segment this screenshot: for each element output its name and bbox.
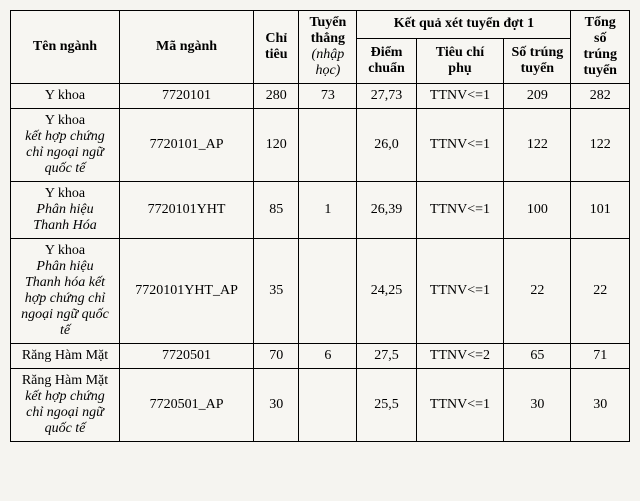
cell-code: 7720501_AP <box>120 369 254 442</box>
table-header: Tên ngành Mã ngành Chỉ tiêu Tuyển thẳng … <box>11 11 630 84</box>
hdr-criteria: Tiêu chí phụ <box>416 38 504 83</box>
name-sub: Phân hiệu Thanh hóa kết hợp chứng chỉ ng… <box>17 259 113 339</box>
cell-name: Y khoakết hợp chứng chỉ ngoại ngữ quốc t… <box>11 109 120 182</box>
table-row: Y khoaPhân hiệu Thanh hóa kết hợp chứng … <box>11 239 630 344</box>
name-main: Y khoa <box>17 113 113 129</box>
hdr-direct-sub: (nhập học) <box>305 47 350 79</box>
cell-criteria: TTNV<=1 <box>416 369 504 442</box>
cell-score: 27,73 <box>357 84 416 109</box>
cell-quota: 85 <box>254 182 299 239</box>
table-row: Răng Hàm Mặtkết hợp chứng chỉ ngoại ngữ … <box>11 369 630 442</box>
cell-quota: 30 <box>254 369 299 442</box>
cell-criteria: TTNV<=1 <box>416 182 504 239</box>
table-row: Y khoa 77201012807327,73TTNV<=1209282 <box>11 84 630 109</box>
cell-score: 26,39 <box>357 182 416 239</box>
cell-total: 30 <box>571 369 630 442</box>
cell-pass: 22 <box>504 239 571 344</box>
cell-criteria: TTNV<=1 <box>416 109 504 182</box>
cell-score: 26,0 <box>357 109 416 182</box>
cell-criteria: TTNV<=1 <box>416 239 504 344</box>
cell-direct <box>299 369 357 442</box>
cell-name: Răng Hàm Mặtkết hợp chứng chỉ ngoại ngữ … <box>11 369 120 442</box>
cell-pass: 30 <box>504 369 571 442</box>
cell-score: 27,5 <box>357 344 416 369</box>
cell-code: 7720101_AP <box>120 109 254 182</box>
cell-code: 7720101 <box>120 84 254 109</box>
name-sub: kết hợp chứng chỉ ngoại ngữ quốc tế <box>17 129 113 177</box>
hdr-direct-main: Tuyển thẳng <box>309 15 346 46</box>
cell-score: 24,25 <box>357 239 416 344</box>
cell-name: Răng Hàm Mặt <box>11 344 120 369</box>
name-main: Y khoa <box>17 88 113 104</box>
cell-pass: 122 <box>504 109 571 182</box>
name-sub: Phân hiệu Thanh Hóa <box>17 202 113 234</box>
cell-total: 122 <box>571 109 630 182</box>
admission-table: Tên ngành Mã ngành Chỉ tiêu Tuyển thẳng … <box>10 10 630 442</box>
cell-direct: 6 <box>299 344 357 369</box>
cell-direct <box>299 109 357 182</box>
name-main: Y khoa <box>17 243 113 259</box>
cell-direct <box>299 239 357 344</box>
name-main: Răng Hàm Mặt <box>17 373 113 389</box>
name-sub: kết hợp chứng chỉ ngoại ngữ quốc tế <box>17 389 113 437</box>
cell-direct: 1 <box>299 182 357 239</box>
cell-name: Y khoaPhân hiệu Thanh Hóa <box>11 182 120 239</box>
cell-score: 25,5 <box>357 369 416 442</box>
hdr-pass: Số trúng tuyển <box>504 38 571 83</box>
hdr-round1: Kết quả xét tuyển đợt 1 <box>357 11 571 39</box>
name-main: Răng Hàm Mặt <box>17 348 113 364</box>
cell-total: 101 <box>571 182 630 239</box>
cell-quota: 280 <box>254 84 299 109</box>
cell-code: 7720101YHT_AP <box>120 239 254 344</box>
hdr-quota: Chỉ tiêu <box>254 11 299 84</box>
cell-code: 7720101YHT <box>120 182 254 239</box>
cell-total: 282 <box>571 84 630 109</box>
cell-direct: 73 <box>299 84 357 109</box>
cell-total: 71 <box>571 344 630 369</box>
cell-quota: 120 <box>254 109 299 182</box>
cell-name: Y khoa <box>11 84 120 109</box>
cell-code: 7720501 <box>120 344 254 369</box>
table-row: Y khoaPhân hiệu Thanh Hóa7720101YHT85126… <box>11 182 630 239</box>
cell-quota: 70 <box>254 344 299 369</box>
table-row: Y khoakết hợp chứng chỉ ngoại ngữ quốc t… <box>11 109 630 182</box>
cell-pass: 100 <box>504 182 571 239</box>
cell-pass: 209 <box>504 84 571 109</box>
hdr-code: Mã ngành <box>120 11 254 84</box>
hdr-name: Tên ngành <box>11 11 120 84</box>
hdr-score: Điểm chuẩn <box>357 38 416 83</box>
cell-criteria: TTNV<=1 <box>416 84 504 109</box>
cell-quota: 35 <box>254 239 299 344</box>
name-main: Y khoa <box>17 186 113 202</box>
cell-total: 22 <box>571 239 630 344</box>
cell-name: Y khoaPhân hiệu Thanh hóa kết hợp chứng … <box>11 239 120 344</box>
cell-criteria: TTNV<=2 <box>416 344 504 369</box>
hdr-total: Tổng số trúng tuyển <box>571 11 630 84</box>
table-row: Răng Hàm Mặt 772050170627,5TTNV<=26571 <box>11 344 630 369</box>
table-body: Y khoa77201012807327,73TTNV<=1209282Y kh… <box>11 84 630 442</box>
cell-pass: 65 <box>504 344 571 369</box>
hdr-direct: Tuyển thẳng (nhập học) <box>299 11 357 84</box>
